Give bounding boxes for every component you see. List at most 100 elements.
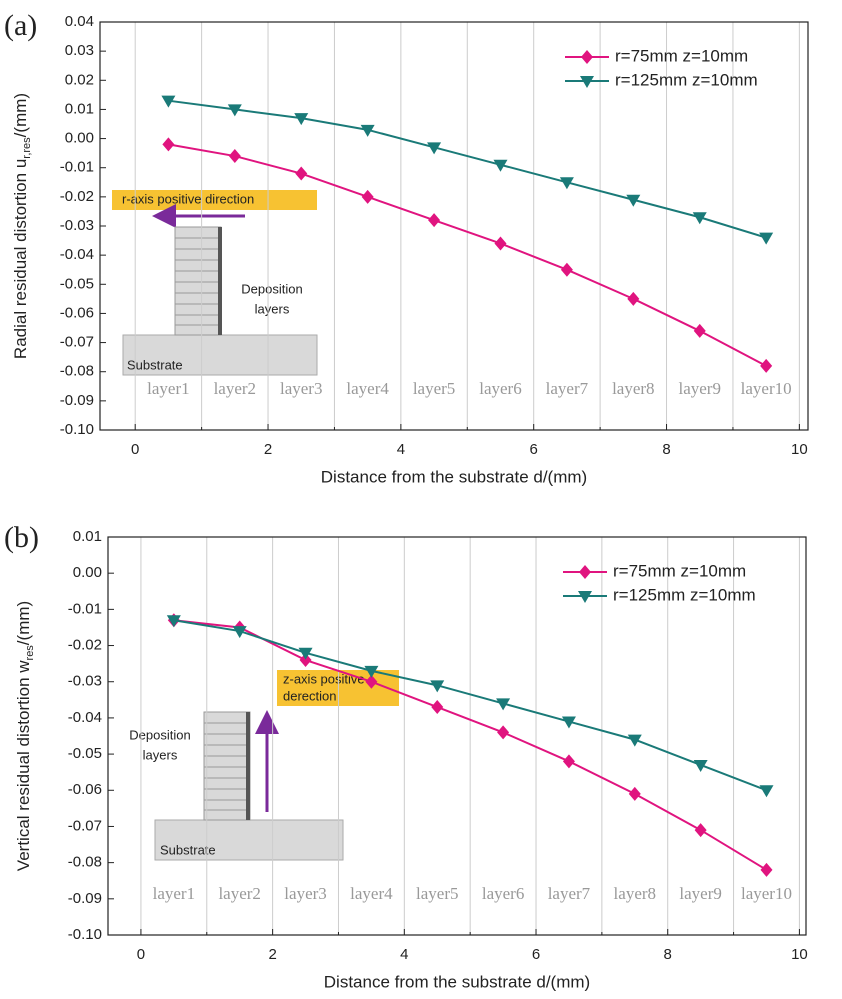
y-axis-label: Radial residual distortion ur,res/(mm): [11, 93, 32, 359]
substrate: [154, 819, 344, 861]
layer-label: layer4: [350, 884, 393, 903]
point: [628, 786, 641, 801]
point: [360, 124, 375, 137]
point: [294, 113, 309, 126]
panel-label: (b): [4, 521, 39, 554]
y-tick-label: -0.03: [68, 673, 102, 690]
x-tick-label: 2: [264, 441, 272, 458]
x-tick-label: 6: [532, 946, 540, 963]
point: [298, 647, 313, 660]
y-tick-label: -0.08: [68, 854, 102, 871]
strip: [218, 227, 222, 335]
layer-label: layer3: [284, 884, 326, 903]
x-tick-label: 2: [268, 946, 276, 963]
x-tick-label: 6: [530, 441, 538, 458]
y-axis-label-main: Vertical residual distortion w: [14, 660, 33, 871]
layer-label: layer3: [280, 379, 322, 398]
point: [232, 626, 247, 639]
y-tick-label: 0.03: [65, 42, 94, 59]
y-axis-label-sub: r,res: [21, 137, 33, 159]
point: [561, 716, 576, 729]
legend-marker: [581, 50, 593, 64]
x-tick-label: 10: [791, 946, 808, 963]
point: [493, 159, 508, 172]
deposition-label: Deposition: [129, 727, 190, 742]
y-tick-label: -0.10: [60, 421, 94, 438]
layer-label: layer2: [214, 379, 256, 398]
deposition-label: Deposition: [241, 281, 302, 296]
point: [693, 323, 706, 338]
series-line: [168, 143, 767, 367]
legend-label: r=75mm z=10mm: [615, 46, 748, 65]
layer-label: layer1: [153, 884, 195, 903]
inset-b: z-axis positive derection Deposition lay…: [129, 670, 399, 861]
layer-label: layer5: [416, 884, 458, 903]
x-tick-label: 8: [664, 946, 672, 963]
point: [627, 291, 640, 306]
y-tick-label: 0.00: [73, 564, 102, 581]
layer-label: layer2: [218, 884, 260, 903]
y-tick-label: -0.04: [68, 709, 102, 726]
point: [494, 236, 507, 251]
point: [427, 142, 442, 155]
layer-label: layer1: [147, 379, 189, 398]
y-tick-label: -0.04: [60, 246, 94, 263]
x-tick-label: 8: [662, 441, 670, 458]
y-tick-label: -0.06: [68, 781, 102, 798]
point: [559, 177, 574, 190]
y-tick-label: -0.03: [60, 217, 94, 234]
point: [227, 104, 242, 117]
point: [166, 615, 181, 628]
y-tick-label: -0.07: [60, 334, 94, 351]
x-axis-label: Distance from the substrate d/(mm): [324, 972, 590, 991]
point: [496, 698, 511, 711]
y-axis-label-main: Radial residual distortion u: [11, 159, 30, 359]
series-line: [173, 619, 767, 792]
direction-label: derection: [283, 688, 336, 703]
y-tick-label: -0.05: [68, 745, 102, 762]
point: [693, 759, 708, 772]
y-tick-label: 0.02: [65, 71, 94, 88]
x-tick-label: 0: [131, 441, 139, 458]
point: [626, 194, 641, 207]
y-axis-label: Vertical residual distortion wres/(mm): [14, 601, 35, 871]
x-tick-label: 4: [400, 946, 408, 963]
direction-label: z-axis positive: [283, 671, 365, 686]
point: [759, 232, 774, 245]
y-tick-label: -0.10: [68, 926, 102, 943]
layer-lines: [175, 237, 218, 326]
point: [431, 700, 444, 715]
point: [295, 166, 308, 181]
y-tick-label: -0.07: [68, 817, 102, 834]
point: [692, 212, 707, 225]
y-tick-label: 0.00: [65, 130, 94, 147]
direction-label: r-axis positive direction: [122, 191, 254, 206]
layer-label: layer7: [548, 884, 591, 903]
point: [428, 213, 441, 228]
panel-label: (a): [4, 9, 37, 42]
point: [364, 665, 379, 678]
point: [760, 862, 773, 877]
layer-label: layer6: [482, 884, 524, 903]
layer-label: layer10: [741, 379, 792, 398]
point: [228, 149, 241, 164]
substrate: [122, 334, 318, 376]
legend-marker: [578, 591, 592, 603]
point: [162, 137, 175, 152]
point: [361, 189, 374, 204]
inset-a: r-axis positive direction Deposition lay…: [112, 190, 318, 376]
y-tick-label: -0.06: [60, 304, 94, 321]
layer-label: layer6: [479, 379, 521, 398]
y-tick-label: -0.01: [68, 600, 102, 617]
x-tick-label: 10: [791, 441, 808, 458]
deposition-block: [174, 226, 222, 336]
y-tick-label: -0.05: [60, 275, 94, 292]
y-tick-label: -0.08: [60, 363, 94, 380]
point: [760, 358, 773, 373]
y-axis-label-sub: res: [24, 645, 36, 661]
y-tick-label: 0.01: [73, 528, 102, 545]
y-tick-label: -0.01: [60, 159, 94, 176]
legend-marker: [580, 76, 594, 88]
point: [694, 823, 707, 838]
